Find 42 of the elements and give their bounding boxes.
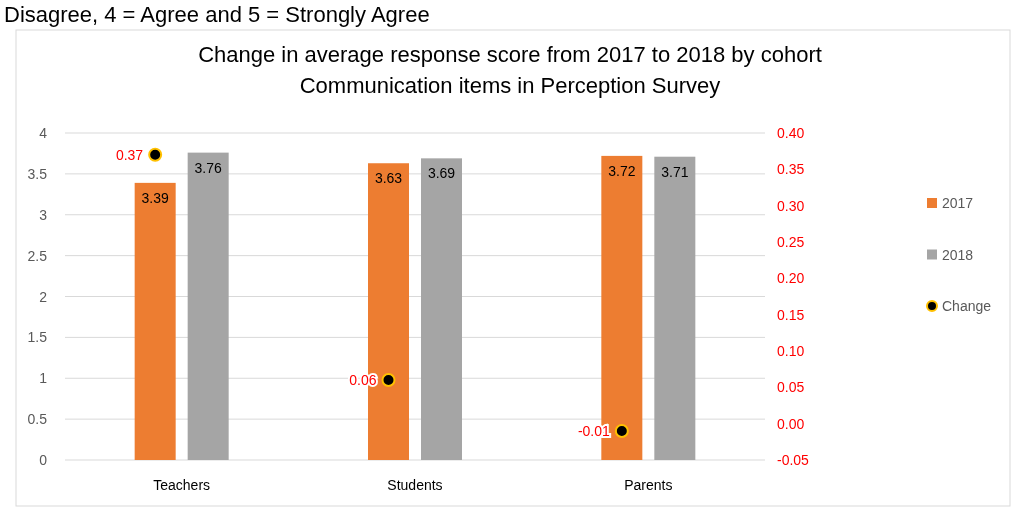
y2-tick-label: 0.40 [777, 125, 805, 141]
y2-tick-label: 0.25 [777, 234, 805, 250]
data-label: 3.76 [194, 159, 222, 176]
point [381, 373, 396, 388]
y-tick-label: 4 [39, 125, 48, 141]
legend-label: Change [942, 298, 992, 314]
x-tick-label: Teachers [153, 477, 211, 493]
chart-subtitle: Communication items in Perception Survey [299, 73, 721, 98]
legend-label: 2018 [942, 246, 974, 263]
y-tick-label: 1.5 [27, 329, 48, 346]
y2-tick-label: 0.10 [777, 343, 805, 359]
y2-tick-label: 0.00 [777, 415, 805, 432]
y2-tick-label: -0.05 [777, 452, 810, 468]
y2-tick-label: 0.35 [777, 161, 805, 178]
y2-tick-label: 0.15 [777, 306, 805, 323]
y-tick-label: 3 [39, 206, 48, 223]
x-tick-label: Students [387, 477, 443, 493]
y2-tick-label: 0.05 [777, 379, 805, 396]
y-tick-label: 0 [39, 452, 48, 468]
x-tick-label: Parents [624, 477, 673, 493]
y-tick-label: 3.5 [27, 165, 48, 182]
y-tick-label: 0.5 [27, 411, 48, 428]
y-tick-label: 2.5 [27, 247, 48, 264]
bar [134, 182, 176, 460]
data-label: 3.63 [374, 170, 403, 187]
point [614, 423, 629, 438]
legend-label: 2017 [942, 195, 974, 211]
text: Disagree, 4 = Agree and 5 = Strongly Agree [4, 2, 430, 27]
data-label: 3.71 [661, 163, 689, 180]
y2-tick-label: 0.20 [777, 270, 805, 287]
data-label: 3.69 [427, 165, 456, 182]
point [148, 147, 163, 162]
chart-title: Change in average response score from 2017 to 2018 by cohort [198, 42, 822, 67]
bar [654, 156, 696, 460]
bar [187, 152, 229, 460]
bar [421, 158, 462, 460]
data-label: 3.39 [141, 189, 169, 206]
data-label: 0.37 [115, 146, 144, 163]
y-tick-label: 2 [39, 288, 48, 305]
y-tick-label: 1 [39, 370, 48, 387]
data-label: 3.72 [608, 162, 636, 179]
y2-tick-label: 0.30 [777, 197, 805, 214]
